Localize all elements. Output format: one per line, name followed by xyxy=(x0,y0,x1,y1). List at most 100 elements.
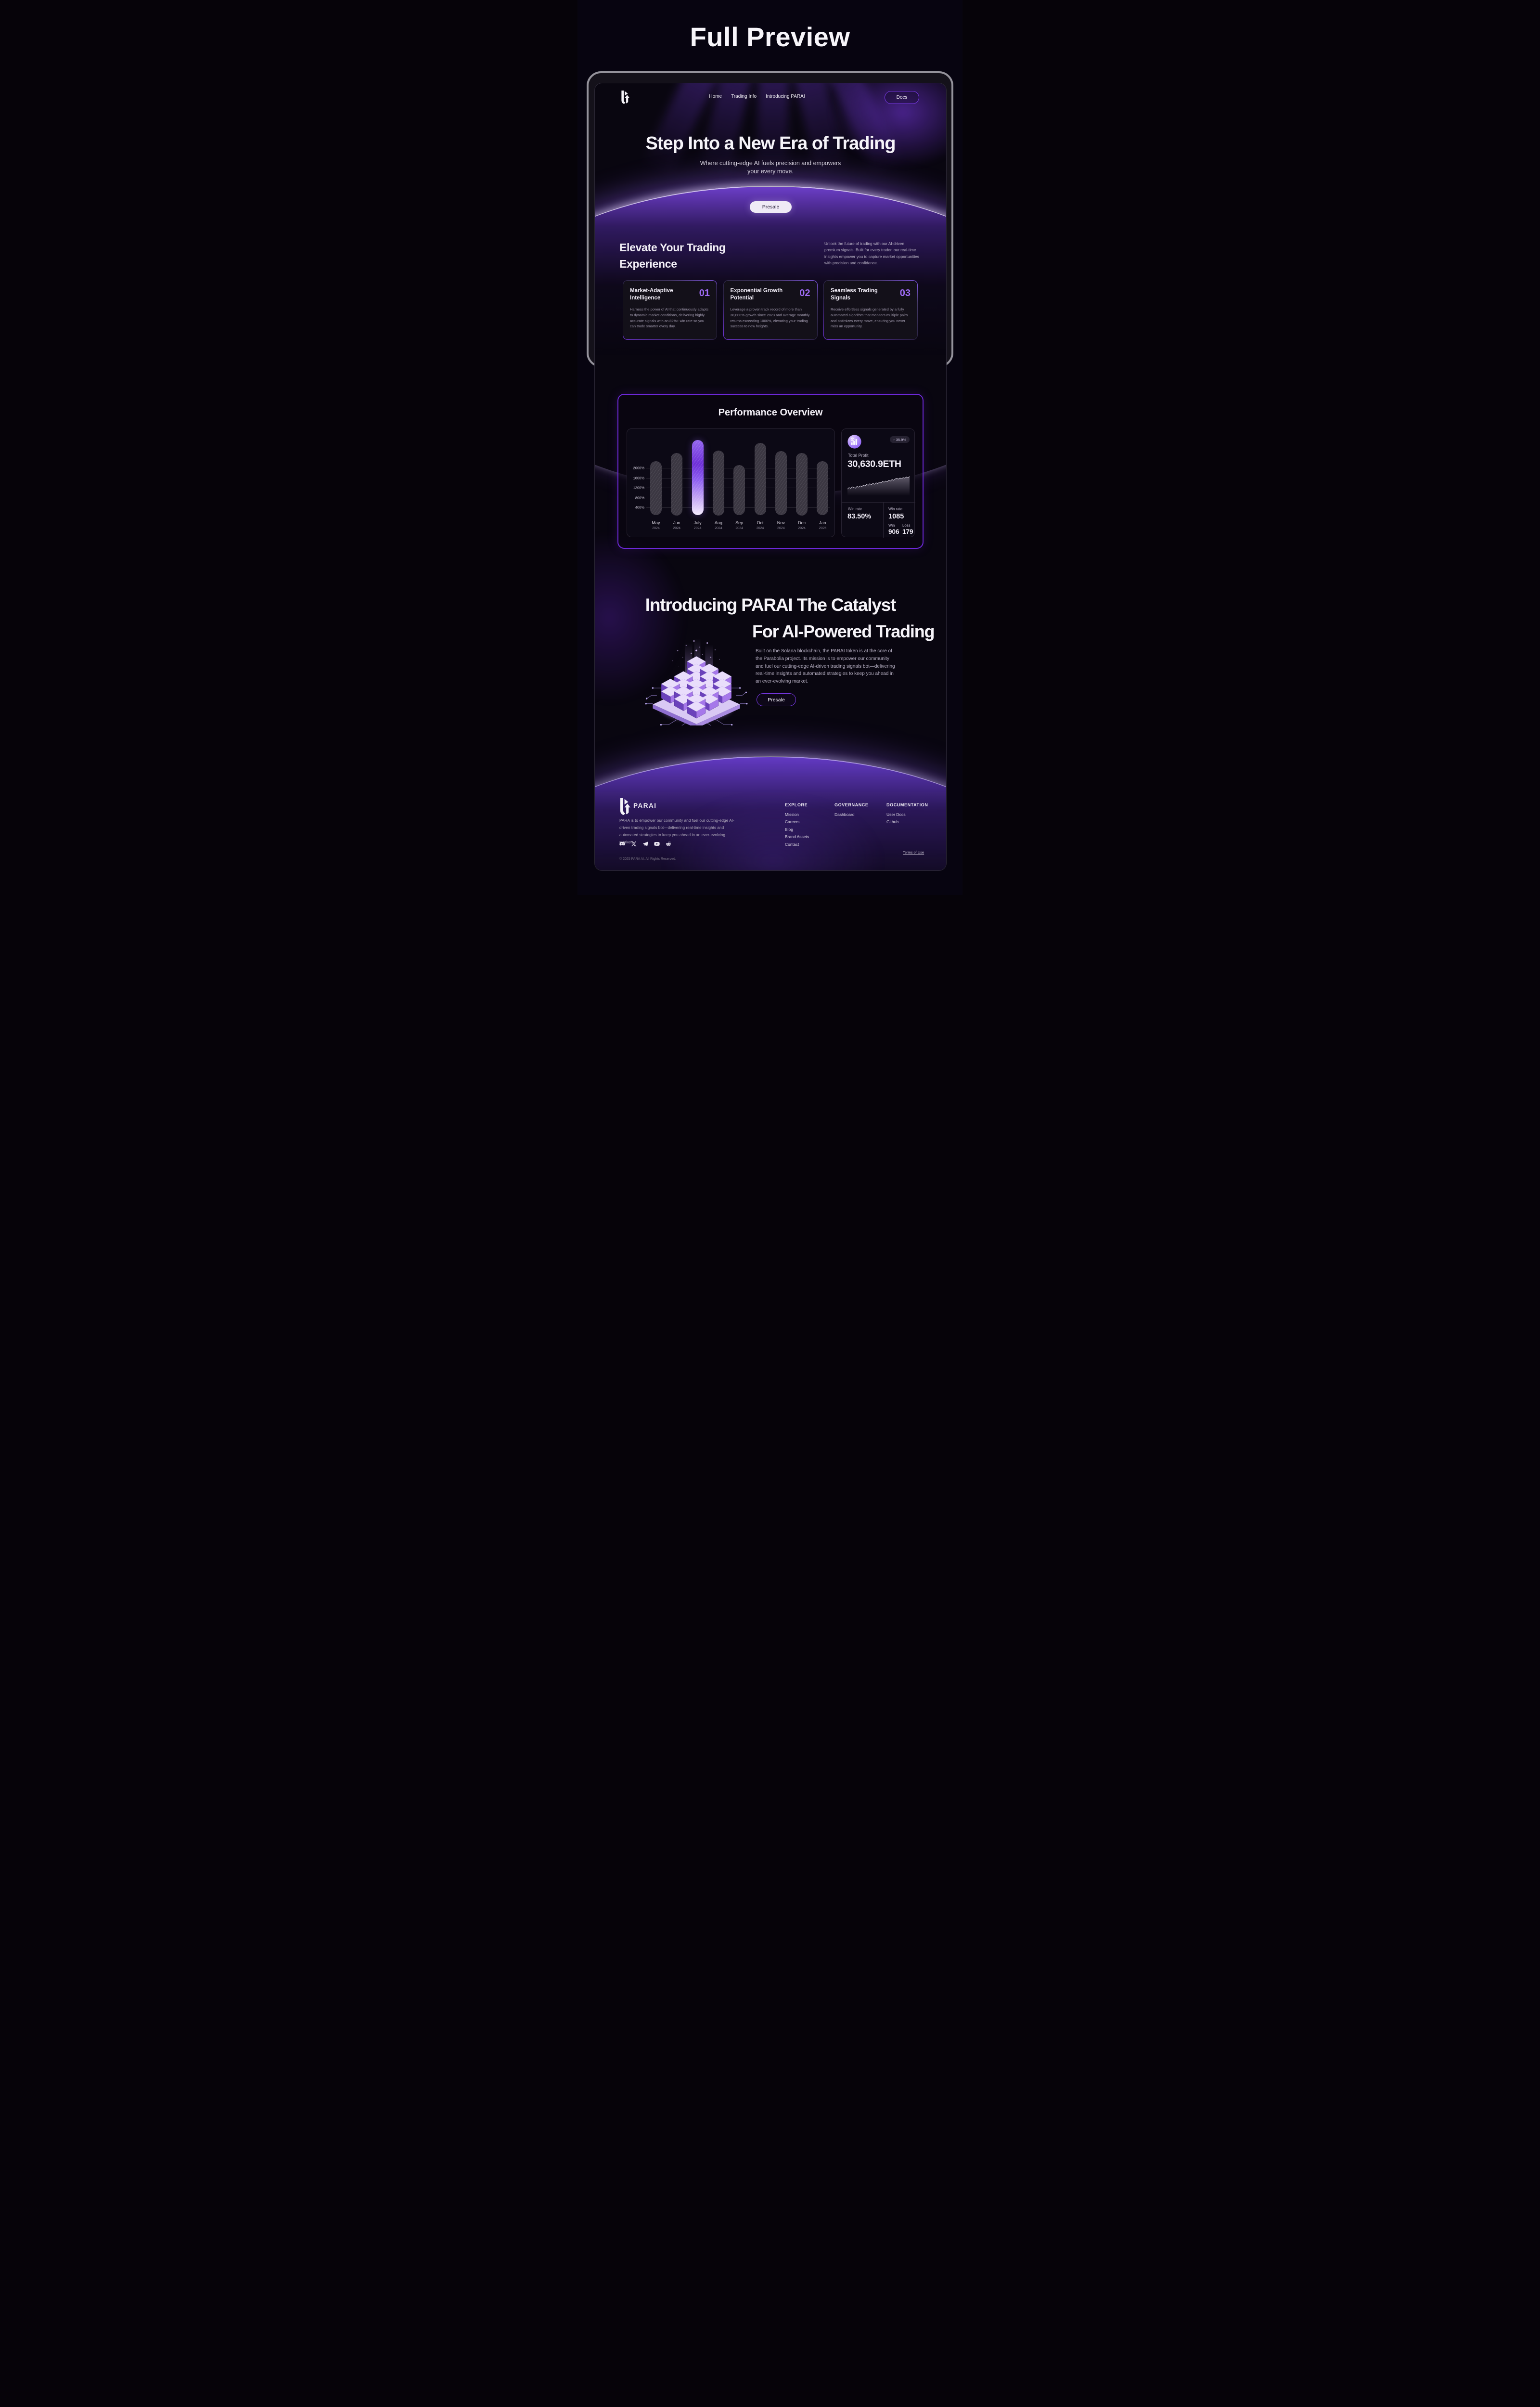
particle xyxy=(706,642,708,644)
particle xyxy=(693,640,695,642)
particle xyxy=(705,662,706,663)
particle xyxy=(716,667,718,668)
x-axis-year-label: 2024 xyxy=(777,527,785,530)
footer-link-contact[interactable]: Contact xyxy=(785,841,799,847)
footer-link-blog[interactable]: Blog xyxy=(785,827,794,832)
hero-subtitle-line1: Where cutting-edge AI fuels precision an… xyxy=(700,160,841,167)
terms-of-use-link[interactable]: Terms of Use xyxy=(903,850,924,854)
y-axis-tick: 1600% xyxy=(633,476,644,480)
circuit-node xyxy=(645,698,648,699)
feature-card-head: Exponential Growth Potential 02 xyxy=(731,287,810,302)
loss-value: 179 xyxy=(902,528,913,535)
hero-title: Step Into a New Era of Trading xyxy=(645,133,896,154)
footer-link-mission[interactable]: Mission xyxy=(785,812,799,817)
y-axis-tick: 800% xyxy=(635,495,644,500)
win-rate-label: Win rate xyxy=(848,507,862,511)
social-links xyxy=(619,841,671,847)
feature-card-title: Market-Adaptive Intelligence xyxy=(630,288,673,301)
change-badge: ↑ 35.9% xyxy=(889,436,910,443)
telegram-icon-glyph xyxy=(643,841,648,846)
footer-link-github[interactable]: Github xyxy=(886,819,899,824)
sparkline-line xyxy=(847,476,910,490)
intro-description: Built on the Solana blockchain, the PARA… xyxy=(756,648,895,685)
docs-button[interactable]: Docs xyxy=(885,91,919,104)
x-axis-year-label: 2024 xyxy=(693,527,702,530)
feature-card-01: Market-Adaptive Intelligence 01 Harness th… xyxy=(623,280,717,340)
footer-link-user-docs[interactable]: User Docs xyxy=(886,812,906,817)
y-axis-tick: 400% xyxy=(635,505,644,510)
platform-side-left xyxy=(653,704,696,725)
performance-bar-chart: 400% 800% 1200% 1600% 2000% May 2024 Jun 2024 Jul… xyxy=(627,428,835,537)
footer-link-careers[interactable]: Careers xyxy=(785,819,800,824)
particle xyxy=(672,660,673,661)
feature-card-head: Seamless Trading Signals 03 xyxy=(831,287,911,302)
change-badge-value: ↑ 35.9% xyxy=(893,437,906,442)
performance-overview-panel: Performance Overview 400% 800% 1200% 1600% 2… xyxy=(617,394,924,549)
x-axis-month-label: July xyxy=(693,520,702,525)
nav-link-introducing-parai[interactable]: Introducing PARAI xyxy=(766,94,805,99)
footer-column-title-governance: GOVERNANCE xyxy=(834,802,869,807)
particle xyxy=(677,649,679,651)
circuit-node xyxy=(745,691,747,694)
elevate-heading-line2: Experience xyxy=(619,258,677,270)
cube-top-face xyxy=(687,701,706,712)
trades-value: 1085 xyxy=(888,513,904,520)
circuit-node xyxy=(731,724,733,725)
chart-bar-oct-2024 xyxy=(754,443,766,516)
footer-link-dashboard[interactable]: Dashboard xyxy=(834,812,855,817)
hero-subtitle-line2: your every move. xyxy=(747,168,794,175)
feature-card-02: Exponential Growth Potential 02 Leverage a… xyxy=(723,280,818,340)
x-axis-month-label: Oct xyxy=(757,520,764,525)
particle xyxy=(695,649,697,652)
stats-divider-vertical xyxy=(883,502,884,538)
x-icon[interactable] xyxy=(631,841,637,847)
win-label: Win xyxy=(888,523,895,528)
elevate-heading-line1: Elevate Your Trading xyxy=(619,241,726,254)
cube-stack-illustration xyxy=(645,638,748,725)
x-axis-year-label: 2025 xyxy=(819,527,827,530)
intro-heading-line2: For AI-Powered Trading xyxy=(752,621,935,641)
circuit-node xyxy=(652,687,654,689)
y-axis-tick: 2000% xyxy=(633,466,644,470)
svg-text:$: $ xyxy=(852,439,853,441)
discord-icon[interactable] xyxy=(619,841,625,847)
feature-card-number: 03 xyxy=(899,288,911,298)
circuit-line xyxy=(736,692,746,696)
circuit-line xyxy=(661,717,681,725)
footer-column-title-explore: EXPLORE xyxy=(785,802,808,807)
particle xyxy=(719,659,720,660)
particle xyxy=(702,654,703,655)
feature-card-body: Harness the power of AI that continuousl… xyxy=(630,307,709,329)
particle xyxy=(698,659,699,660)
presale-button-intro[interactable]: Presale xyxy=(757,693,796,706)
chart-bar-nov-2024 xyxy=(775,451,787,516)
circuit-line xyxy=(712,717,732,725)
feature-card-head: Market-Adaptive Intelligence 01 xyxy=(630,287,710,302)
chart-bar-may-2024 xyxy=(650,461,662,516)
nav-link-home[interactable]: Home xyxy=(709,94,722,99)
youtube-icon-glyph xyxy=(654,842,660,846)
x-axis-year-label: 2024 xyxy=(652,527,660,530)
youtube-icon[interactable] xyxy=(654,841,660,847)
telegram-icon[interactable] xyxy=(642,841,648,847)
parai-logo-icon xyxy=(621,91,629,104)
particle xyxy=(682,657,683,658)
chart-bar-july-2024 xyxy=(692,440,704,516)
chart-bar-aug-2024 xyxy=(712,451,724,516)
copyright-text: © 2025 PARA AI, All Rights Reserved. xyxy=(619,857,676,861)
x-axis-year-label: 2024 xyxy=(798,527,806,530)
feature-card-03: Seamless Trading Signals 03 Receive effort… xyxy=(823,280,918,340)
footer-link-brand-assets[interactable]: Brand Assets xyxy=(785,834,809,839)
profit-sparkline xyxy=(847,476,910,496)
chart-bar-jun-2024 xyxy=(671,453,683,516)
x-axis-month-label: May xyxy=(652,520,660,525)
x-axis-year-label: 2024 xyxy=(735,527,743,530)
preview-heading: Full Preview xyxy=(690,22,850,52)
hero-subtitle: Where cutting-edge AI fuels precision an… xyxy=(595,159,946,176)
reddit-icon[interactable] xyxy=(666,841,671,847)
discord-icon-glyph xyxy=(619,841,625,846)
footer-brand-name: PARAI xyxy=(633,802,657,809)
trades-label: Win rate xyxy=(888,507,903,511)
presale-button-hero[interactable]: Presale xyxy=(750,201,792,213)
nav-link-trading-info[interactable]: Trading Info xyxy=(731,94,757,99)
